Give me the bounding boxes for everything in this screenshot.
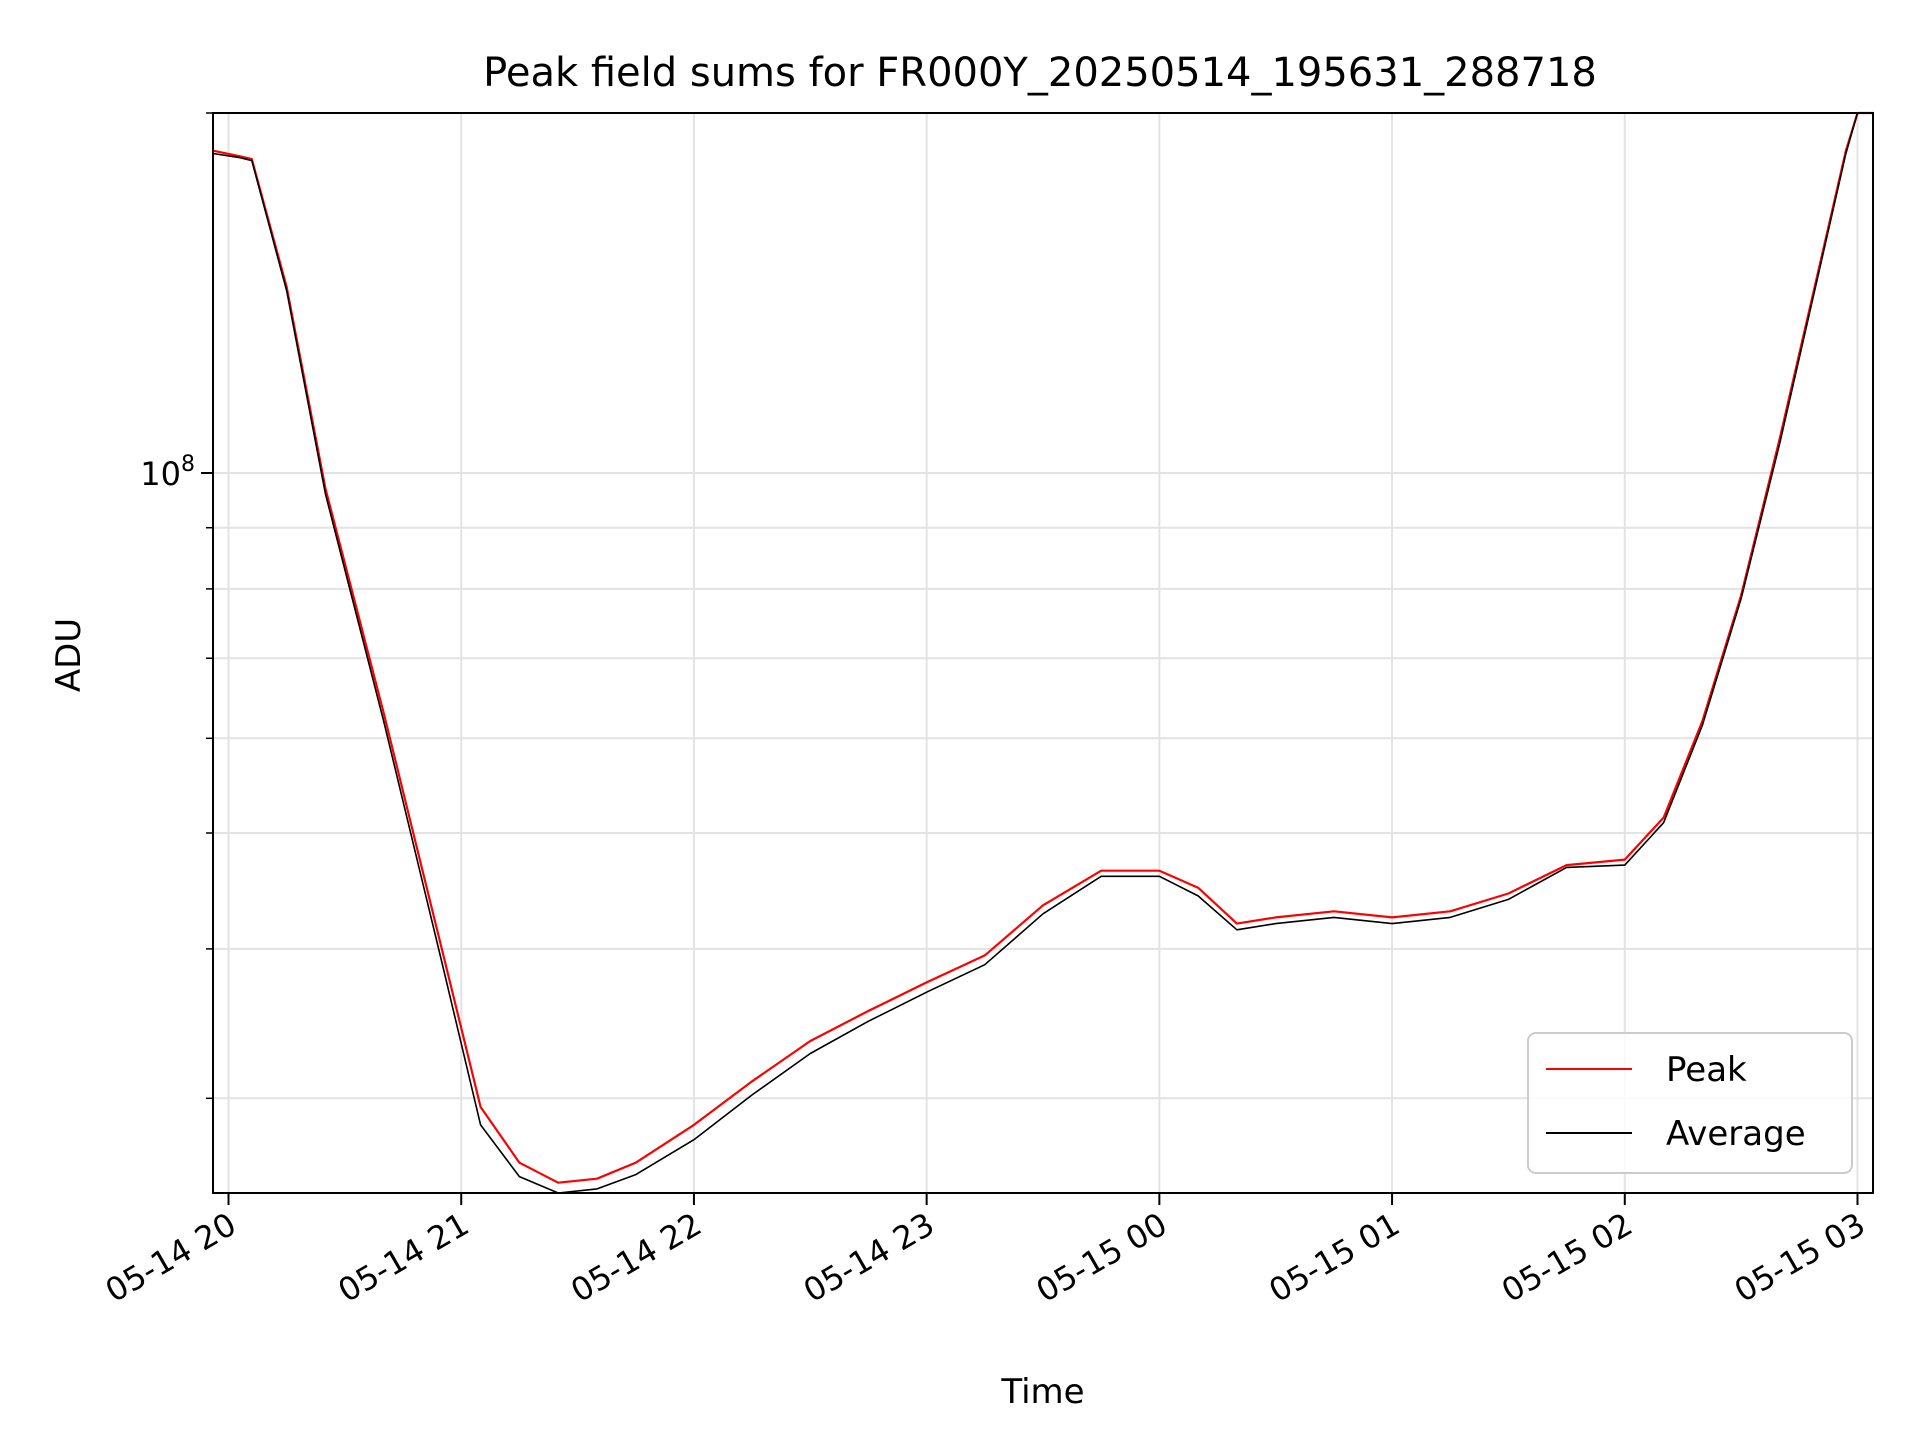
plot-background bbox=[213, 113, 1873, 1193]
y-axis-label: ADU bbox=[49, 618, 89, 692]
legend: Peak Average bbox=[1527, 1032, 1853, 1174]
plot-frame bbox=[212, 112, 1874, 1194]
series-line-peak bbox=[212, 111, 1873, 1184]
y-tick-label: 108 bbox=[140, 452, 195, 493]
series-line-average bbox=[212, 112, 1873, 1194]
legend-label-peak: Peak bbox=[1666, 1050, 1747, 1090]
grid-lines bbox=[213, 112, 1873, 1193]
series-layer bbox=[212, 111, 1873, 1194]
x-axis-label: Time bbox=[1000, 1372, 1084, 1412]
chart-title: Peak field sums for FR000Y_20250514_1956… bbox=[483, 50, 1597, 96]
plot-area: 05-14 20 05-14 21 05-14 22 05-14 23 05-15 00… bbox=[99, 111, 1874, 1310]
y-axis: 108 bbox=[140, 112, 213, 1100]
legend-label-average: Average bbox=[1666, 1114, 1806, 1154]
